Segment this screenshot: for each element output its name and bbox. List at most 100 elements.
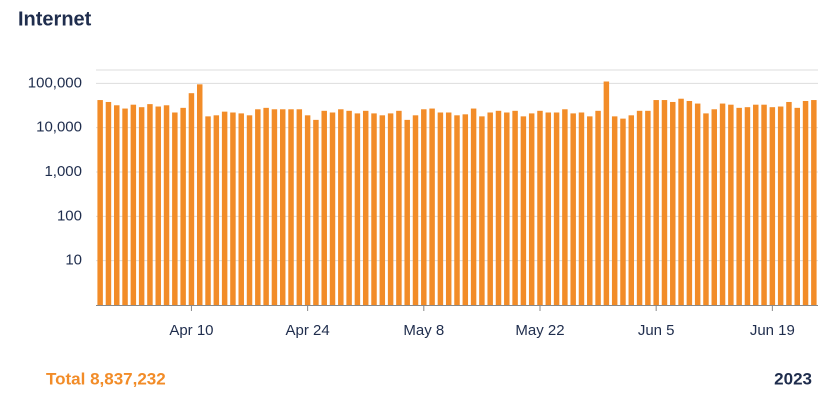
- bar: [570, 113, 576, 305]
- bar: [636, 110, 643, 305]
- y-tick-label: 1,000: [44, 163, 82, 180]
- bar: [396, 110, 402, 305]
- bar: [777, 106, 784, 305]
- bar: [670, 101, 676, 306]
- bar: [736, 107, 742, 306]
- bar: [172, 112, 178, 305]
- bar: [553, 112, 560, 305]
- bar: [230, 112, 236, 305]
- bar: [122, 108, 128, 305]
- bar: [694, 103, 701, 305]
- bar: [528, 113, 535, 305]
- bar: [653, 100, 659, 306]
- bar: [445, 112, 452, 305]
- bar: [495, 110, 502, 305]
- bar: [114, 105, 120, 305]
- bar: [354, 113, 361, 305]
- bar: [288, 109, 294, 305]
- bar: [470, 108, 477, 305]
- bar: [578, 112, 585, 305]
- bar: [387, 113, 394, 305]
- bar: [130, 104, 137, 305]
- bar: [412, 115, 419, 305]
- bar: [786, 101, 792, 306]
- bar: [163, 105, 170, 305]
- x-tick-label: May 8: [403, 322, 444, 339]
- bar: [271, 109, 278, 305]
- bar: [362, 110, 369, 305]
- chart-title: Internet: [18, 8, 92, 30]
- bar: [811, 100, 817, 306]
- bar: [678, 98, 684, 305]
- bar: [188, 93, 195, 305]
- bar: [313, 119, 319, 306]
- bar: [105, 101, 112, 306]
- bar: [719, 103, 726, 305]
- bar: [595, 110, 601, 305]
- bar: [487, 112, 493, 305]
- bar: [329, 112, 336, 305]
- bar: [205, 116, 211, 305]
- bar: [180, 107, 186, 306]
- bar: [296, 109, 303, 305]
- x-tick-label: Jun 19: [750, 322, 795, 339]
- bar: [97, 100, 103, 306]
- bar: [686, 100, 693, 305]
- bar: [429, 108, 435, 305]
- bar: [620, 118, 626, 305]
- bar: [147, 104, 153, 305]
- y-tick-label: 100: [57, 207, 82, 224]
- bar: [628, 115, 635, 305]
- bar: [279, 109, 286, 305]
- bar: [371, 113, 377, 305]
- x-tick-label: Apr 10: [169, 322, 213, 339]
- y-tick-label: 10: [65, 252, 82, 269]
- bar: [462, 114, 469, 305]
- bar: [246, 115, 253, 305]
- bar: [802, 100, 809, 305]
- bar: [520, 116, 527, 305]
- x-tick-label: May 22: [515, 322, 564, 339]
- bar: [321, 110, 327, 305]
- bar: [769, 107, 776, 305]
- bar: [479, 116, 485, 305]
- bar: [661, 100, 668, 306]
- bar: [603, 81, 610, 306]
- bar: [611, 116, 618, 305]
- bar: [645, 110, 651, 305]
- bar: [338, 109, 344, 305]
- x-tick-label: Apr 24: [286, 322, 330, 339]
- bar: [238, 113, 244, 305]
- bar: [794, 107, 800, 306]
- bar: [711, 109, 718, 305]
- bar: [346, 110, 352, 305]
- bar: [221, 111, 228, 305]
- bar: [213, 115, 220, 305]
- bar: [703, 113, 709, 305]
- bar: [504, 112, 510, 305]
- bar: [421, 109, 427, 305]
- bar: [404, 119, 410, 306]
- bar: [304, 115, 311, 305]
- bar: [196, 84, 203, 306]
- bar: [255, 109, 261, 305]
- bar: [728, 104, 734, 305]
- bar: [562, 109, 568, 305]
- bar: [155, 106, 161, 305]
- bar: [379, 115, 386, 305]
- bar: [761, 104, 767, 305]
- x-tick-label: Jun 5: [638, 322, 675, 339]
- bar: [138, 107, 145, 305]
- bar: [537, 110, 543, 305]
- y-tick-label: 10,000: [36, 119, 82, 136]
- bar: [545, 112, 552, 305]
- y-tick-label: 100,000: [28, 74, 82, 91]
- year-label: 2023: [774, 369, 812, 388]
- bar: [512, 110, 518, 305]
- bar: [587, 116, 593, 305]
- bar: [753, 104, 759, 305]
- bar: [454, 115, 460, 305]
- bar: [437, 112, 444, 305]
- total-label: Total 8,837,232: [46, 369, 166, 388]
